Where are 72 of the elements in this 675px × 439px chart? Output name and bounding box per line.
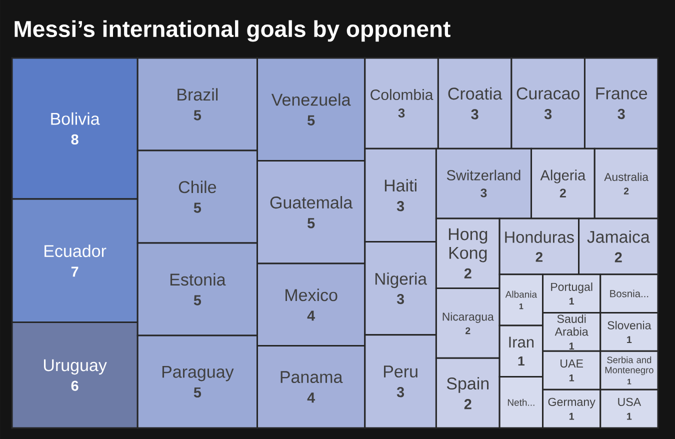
category-label: Haiti bbox=[384, 179, 416, 192]
data-label: 2 bbox=[464, 399, 472, 410]
data-label: 1 bbox=[569, 298, 574, 305]
data-label: 1 bbox=[569, 412, 574, 420]
data-label: 1 bbox=[569, 342, 574, 350]
category-label: Bolivia bbox=[51, 112, 100, 125]
category-label: Spain bbox=[446, 377, 489, 393]
category-label: Saudi Arabia bbox=[554, 314, 588, 336]
data-label: 3 bbox=[471, 109, 478, 120]
text: Messi’s international goals by opponent bbox=[14, 20, 450, 42]
data-label: 6 bbox=[71, 380, 78, 391]
category-label: Hong Kong bbox=[448, 228, 488, 262]
data-label: 1 bbox=[518, 356, 524, 366]
data-label: 7 bbox=[71, 266, 78, 277]
category-label: Croatia bbox=[448, 87, 502, 100]
category-label: USA bbox=[618, 398, 642, 406]
data-label: 3 bbox=[544, 108, 552, 120]
data-label: 4 bbox=[307, 392, 316, 403]
data-label: 1 bbox=[627, 412, 632, 420]
data-label: 3 bbox=[396, 386, 404, 398]
category-label: Chile bbox=[178, 180, 216, 194]
data-label: 8 bbox=[71, 134, 78, 145]
category-label: Estonia bbox=[170, 273, 226, 286]
category-label: Portugal bbox=[551, 282, 592, 294]
category-label: UAE bbox=[560, 359, 584, 368]
category-label: Bosnia... bbox=[610, 290, 648, 298]
data-label: 3 bbox=[398, 108, 405, 118]
data-label: 5 bbox=[194, 387, 202, 398]
data-label: 5 bbox=[308, 218, 315, 228]
data-label: 5 bbox=[194, 295, 202, 306]
category-label: Ecuador bbox=[44, 244, 106, 258]
category-label: Jamaica bbox=[587, 230, 650, 243]
category-label: Iran bbox=[509, 336, 534, 348]
category-label: Slovenia bbox=[608, 320, 652, 330]
category-label: Honduras bbox=[505, 230, 574, 243]
data-label: 1 bbox=[569, 374, 574, 382]
category-label: Neth... bbox=[508, 398, 534, 406]
data-label: 2 bbox=[464, 268, 472, 278]
category-label: Albania bbox=[505, 290, 538, 298]
category-label: Curacao bbox=[516, 87, 580, 100]
category-label: France bbox=[596, 88, 648, 100]
data-label: 2 bbox=[536, 252, 542, 262]
category-label: Nicaragua bbox=[442, 312, 494, 323]
data-label: 5 bbox=[194, 110, 202, 120]
category-label: Uruguay bbox=[44, 359, 107, 375]
category-label: Mexico bbox=[286, 288, 338, 302]
category-label: Venezuela bbox=[271, 93, 351, 106]
data-label: 5 bbox=[194, 202, 202, 213]
data-label: 3 bbox=[618, 108, 625, 120]
category-label: Colombia bbox=[370, 89, 434, 100]
data-label: 3 bbox=[480, 188, 487, 198]
category-label: Serbia and Montenegro bbox=[605, 356, 654, 376]
data-label: 5 bbox=[308, 115, 315, 126]
category-label: Brazil bbox=[178, 88, 218, 101]
data-label: 3 bbox=[396, 294, 404, 304]
data-label: 2 bbox=[560, 188, 566, 198]
category-label: Paraguay bbox=[162, 366, 234, 382]
data-label: 2 bbox=[466, 327, 470, 334]
category-label: Switzerland bbox=[446, 170, 520, 180]
data-label: 1 bbox=[627, 336, 632, 343]
data-label: 4 bbox=[307, 310, 316, 321]
data-label: 2 bbox=[614, 252, 622, 262]
category-label: Nigeria bbox=[375, 272, 427, 288]
category-label: Peru bbox=[384, 366, 418, 378]
category-label: Germany bbox=[548, 398, 596, 408]
data-label: 1 bbox=[519, 304, 524, 310]
category-label: Panama bbox=[280, 371, 343, 384]
category-label: Guatemala bbox=[270, 196, 353, 209]
category-label: Australia bbox=[604, 172, 648, 182]
category-label: Algeria bbox=[540, 170, 586, 184]
data-label: 3 bbox=[396, 201, 404, 212]
data-label: 2 bbox=[624, 188, 629, 194]
